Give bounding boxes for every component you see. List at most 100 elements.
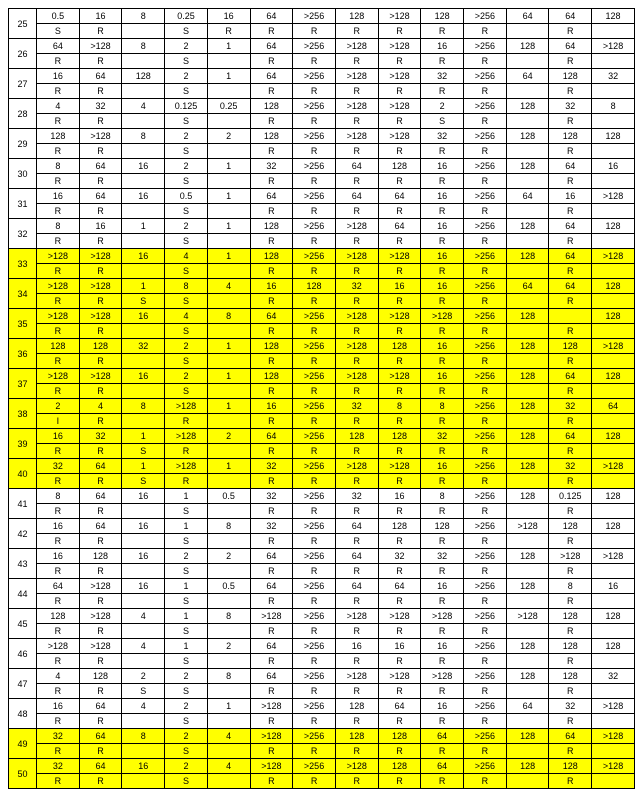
value-cell: 8: [122, 399, 165, 414]
code-cell: R: [37, 714, 80, 729]
code-cell: R: [250, 174, 293, 189]
code-cell: S: [165, 174, 208, 189]
code-cell: R: [250, 54, 293, 69]
code-cell: R: [79, 174, 122, 189]
value-cell: 64: [506, 189, 549, 204]
code-cell: R: [79, 744, 122, 759]
value-cell: 4: [37, 669, 80, 684]
value-cell: 32: [250, 159, 293, 174]
code-cell: R: [549, 354, 592, 369]
code-cell: R: [79, 774, 122, 789]
value-cell: >128: [250, 729, 293, 744]
code-cell: [506, 744, 549, 759]
value-cell: >256: [293, 39, 336, 54]
value-cell: 8: [37, 219, 80, 234]
code-cell: [592, 234, 635, 249]
code-cell: R: [421, 324, 464, 339]
code-cell: [207, 774, 250, 789]
code-cell: R: [79, 114, 122, 129]
value-cell: 128: [378, 339, 421, 354]
value-cell: 64: [250, 579, 293, 594]
code-cell: R: [293, 174, 336, 189]
value-cell: 32: [549, 459, 592, 474]
code-cell: R: [250, 414, 293, 429]
code-cell: R: [421, 444, 464, 459]
value-cell: 64: [250, 309, 293, 324]
value-cell: 4: [207, 759, 250, 774]
value-cell: 128: [378, 759, 421, 774]
value-cell: >128: [37, 639, 80, 654]
code-cell: [506, 504, 549, 519]
value-cell: 128: [506, 489, 549, 504]
code-cell: R: [464, 384, 507, 399]
code-cell: [207, 264, 250, 279]
value-cell: >128: [378, 459, 421, 474]
value-cell: 16: [421, 459, 464, 474]
code-cell: [506, 294, 549, 309]
code-cell: R: [293, 264, 336, 279]
value-cell: >128: [378, 609, 421, 624]
row-id: 31: [9, 189, 37, 219]
value-cell: >256: [293, 429, 336, 444]
code-cell: R: [79, 534, 122, 549]
code-cell: R: [421, 564, 464, 579]
code-cell: R: [549, 714, 592, 729]
value-cell: 128: [506, 39, 549, 54]
value-cell: 64: [378, 579, 421, 594]
code-cell: [592, 624, 635, 639]
row-id: 44: [9, 579, 37, 609]
value-cell: 64: [250, 669, 293, 684]
value-cell: >256: [464, 129, 507, 144]
value-cell: 16: [122, 489, 165, 504]
code-cell: R: [37, 684, 80, 699]
code-cell: R: [549, 594, 592, 609]
value-cell: >128: [592, 729, 635, 744]
code-cell: R: [335, 324, 378, 339]
value-cell: >128: [37, 309, 80, 324]
code-cell: [207, 114, 250, 129]
value-cell: 128: [293, 279, 336, 294]
value-cell: 64: [506, 279, 549, 294]
value-cell: >128: [378, 129, 421, 144]
code-cell: R: [335, 654, 378, 669]
code-cell: [506, 624, 549, 639]
value-cell: 2: [165, 39, 208, 54]
value-cell: >128: [421, 609, 464, 624]
row-id: 28: [9, 99, 37, 129]
code-cell: R: [335, 684, 378, 699]
code-cell: R: [421, 414, 464, 429]
code-cell: S: [165, 324, 208, 339]
value-cell: 8: [421, 399, 464, 414]
value-cell: >256: [464, 579, 507, 594]
value-cell: 16: [250, 279, 293, 294]
row-id: 49: [9, 729, 37, 759]
value-cell: 128: [506, 399, 549, 414]
code-cell: [592, 204, 635, 219]
code-cell: R: [378, 294, 421, 309]
code-cell: [506, 684, 549, 699]
code-cell: [592, 174, 635, 189]
value-cell: >256: [293, 219, 336, 234]
code-cell: R: [378, 84, 421, 99]
value-cell: 8: [122, 129, 165, 144]
code-cell: [207, 324, 250, 339]
value-cell: 32: [335, 279, 378, 294]
value-cell: 2: [165, 699, 208, 714]
value-cell: >128: [378, 39, 421, 54]
code-cell: [207, 174, 250, 189]
code-cell: [122, 84, 165, 99]
code-cell: R: [79, 354, 122, 369]
code-cell: R: [421, 774, 464, 789]
value-cell: >128: [335, 759, 378, 774]
value-cell: 8: [549, 579, 592, 594]
value-cell: 32: [79, 99, 122, 114]
value-cell: 16: [378, 279, 421, 294]
value-cell: >256: [464, 699, 507, 714]
code-cell: R: [464, 174, 507, 189]
code-cell: R: [464, 414, 507, 429]
value-cell: 128: [592, 429, 635, 444]
value-cell: 64: [250, 39, 293, 54]
code-cell: [207, 624, 250, 639]
value-cell: 128: [592, 519, 635, 534]
code-cell: R: [79, 294, 122, 309]
